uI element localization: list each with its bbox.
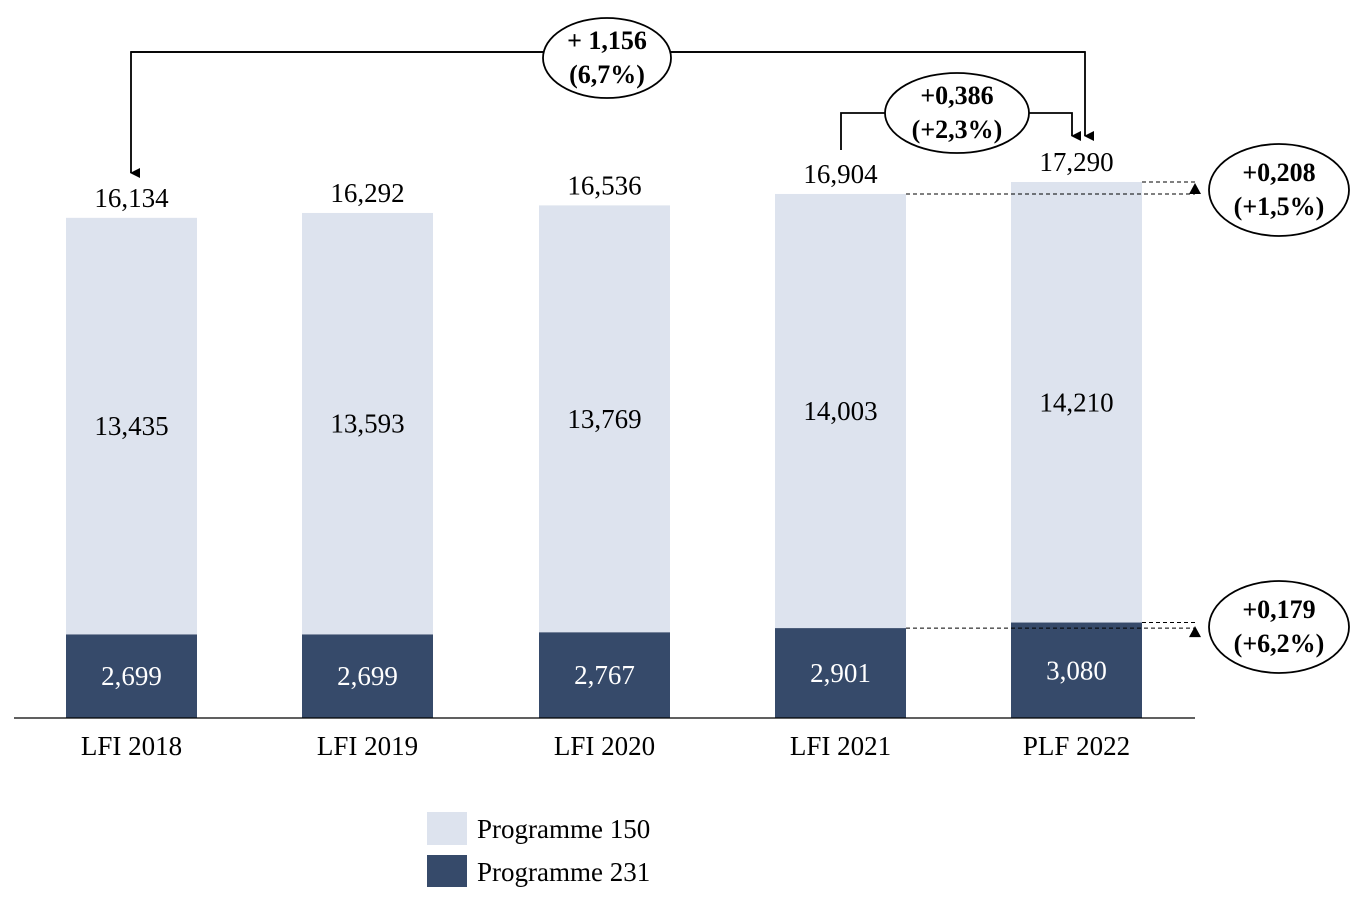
up-triangle-icon [1189, 183, 1201, 194]
legend: Programme 150 Programme 231 [427, 812, 650, 887]
label-programme-150: 14,210 [1039, 387, 1113, 417]
label-total: 16,134 [94, 183, 169, 213]
variation-bubble-2021-2022-percent: (+2,3%) [912, 115, 1003, 144]
bar-programme-231 [775, 628, 906, 718]
bar-programme-231 [302, 634, 433, 718]
x-tick-label: PLF 2022 [1023, 731, 1130, 761]
legend-swatch-programme-231 [427, 855, 467, 887]
label-programme-150: 14,003 [803, 396, 877, 426]
label-total: 16,292 [330, 178, 404, 208]
legend-swatch-programme-150 [427, 812, 467, 845]
label-total: 16,904 [803, 159, 878, 189]
label-programme-231: 2,767 [574, 660, 635, 690]
variation-bubble-2018-2022-percent: (6,7%) [569, 60, 645, 89]
variation-bubble-programme-231-value: +0,179 [1242, 595, 1315, 624]
label-programme-150: 13,769 [567, 404, 641, 434]
variation-bubble-2021-2022-value: +0,386 [920, 81, 993, 110]
x-tick-label: LFI 2019 [317, 731, 418, 761]
bar-programme-150 [66, 217, 197, 635]
arrow-2018-to-2022-right [131, 51, 1094, 141]
legend-label-programme-231: Programme 231 [477, 857, 650, 887]
x-tick-label: LFI 2021 [790, 731, 891, 761]
legend-label-programme-150: Programme 150 [477, 814, 650, 844]
bar-programme-150 [1011, 182, 1142, 623]
variation-bubble-programme-231-percent: (+6,2%) [1234, 629, 1325, 658]
bar-programme-150 [539, 205, 670, 633]
variation-bubble-programme-150 [1208, 143, 1350, 237]
variation-bubble-programme-150-percent: (+1,5%) [1234, 192, 1325, 221]
label-programme-231: 2,699 [101, 661, 162, 691]
variation-bubble-2018-2022 [542, 17, 672, 99]
label-programme-231: 3,080 [1046, 655, 1107, 685]
label-programme-150: 13,593 [330, 409, 404, 439]
bar-programme-150 [302, 212, 433, 635]
variation-bubble-programme-231 [1208, 580, 1350, 674]
variation-bubble-2021-2022 [884, 72, 1030, 154]
label-programme-231: 2,699 [337, 661, 398, 691]
variation-bubble-2018-2022-value: + 1,156 [567, 26, 647, 55]
x-tick-label: LFI 2018 [81, 731, 182, 761]
label-total: 16,536 [567, 170, 641, 200]
x-tick-label: LFI 2020 [554, 731, 655, 761]
label-programme-231: 2,901 [810, 658, 871, 688]
bar-programme-150 [775, 193, 906, 629]
bar-programme-231 [1011, 622, 1142, 718]
bar-programme-231 [66, 634, 197, 718]
bar-programme-231 [539, 632, 670, 718]
up-triangle-icon [1189, 626, 1201, 638]
label-total: 17,290 [1039, 147, 1113, 177]
label-programme-150: 13,435 [94, 411, 168, 441]
variation-bubble-programme-150-value: +0,208 [1242, 158, 1315, 187]
